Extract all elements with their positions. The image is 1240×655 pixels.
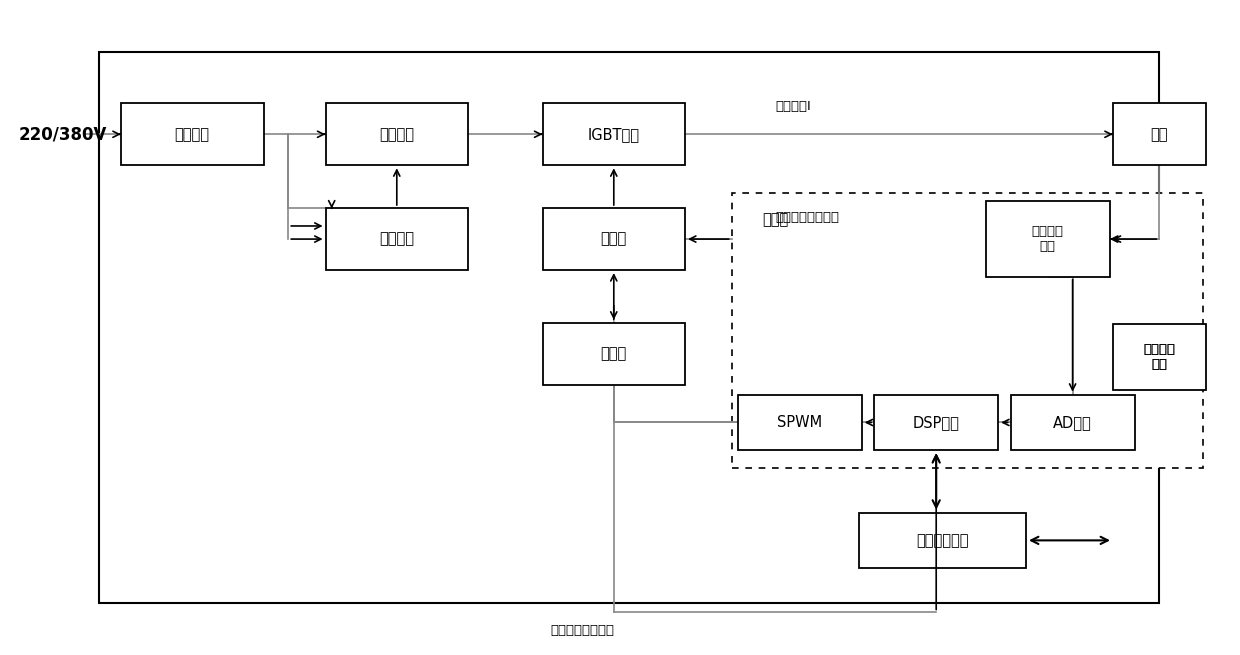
Bar bbox=[325, 208, 469, 270]
Text: AD采样: AD采样 bbox=[1053, 415, 1092, 430]
Text: 零磁通互
感器: 零磁通互 感器 bbox=[1032, 225, 1064, 253]
Bar bbox=[986, 202, 1110, 276]
Bar bbox=[122, 103, 263, 165]
Text: 储能单元: 储能单元 bbox=[379, 232, 414, 246]
Bar bbox=[1011, 394, 1135, 451]
Text: SPWM: SPWM bbox=[777, 415, 822, 430]
Bar bbox=[543, 103, 684, 165]
Bar bbox=[732, 193, 1203, 468]
Text: 输出电流I: 输出电流I bbox=[775, 100, 811, 113]
Bar bbox=[543, 208, 684, 270]
Bar bbox=[325, 103, 469, 165]
Text: DSP控制: DSP控制 bbox=[913, 415, 960, 430]
Text: 驱动板: 驱动板 bbox=[600, 346, 627, 361]
Text: 门极板: 门极板 bbox=[600, 232, 627, 246]
Bar bbox=[874, 394, 998, 451]
Text: 负载: 负载 bbox=[1151, 127, 1168, 141]
Bar bbox=[543, 322, 684, 385]
Text: 外部同步触发信号: 外部同步触发信号 bbox=[551, 624, 615, 637]
Text: 外部控制
接口: 外部控制 接口 bbox=[1143, 343, 1176, 371]
Text: 主控板: 主控板 bbox=[763, 212, 789, 227]
Bar bbox=[738, 394, 862, 451]
Text: IGBT阵列: IGBT阵列 bbox=[588, 127, 640, 141]
Text: 降压单元: 降压单元 bbox=[379, 127, 414, 141]
Text: 输出档位控制信号: 输出档位控制信号 bbox=[775, 211, 839, 224]
Bar bbox=[99, 52, 1159, 603]
Bar bbox=[1114, 324, 1205, 390]
Text: 整流单元: 整流单元 bbox=[175, 127, 210, 141]
Text: 220/380V: 220/380V bbox=[19, 125, 107, 143]
Text: 人机接口单元: 人机接口单元 bbox=[916, 533, 968, 548]
Text: 外部控制
接口: 外部控制 接口 bbox=[1143, 343, 1176, 371]
Bar bbox=[858, 512, 1027, 569]
Bar bbox=[1114, 103, 1205, 165]
